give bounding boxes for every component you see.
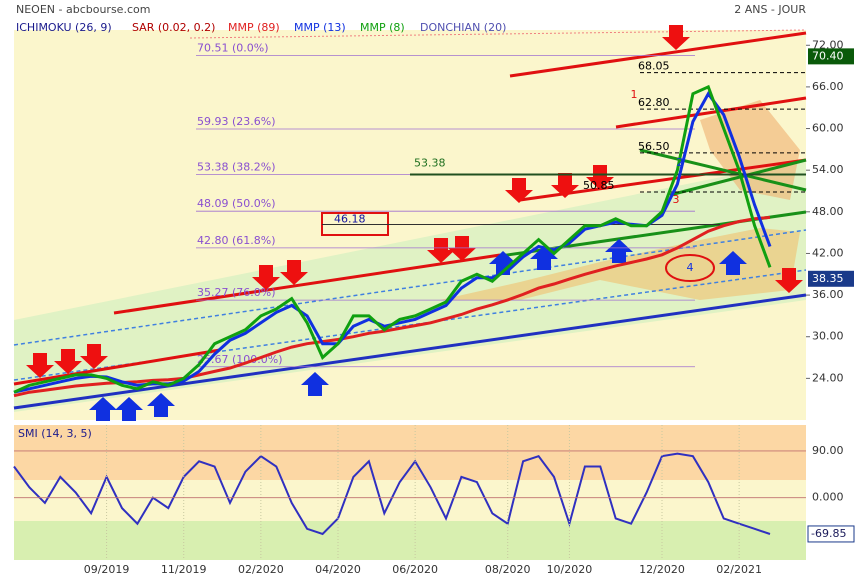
legend-entry: ICHIMOKU (26, 9)	[16, 21, 112, 34]
annotation: 4	[687, 261, 694, 274]
y-tick-label: 66.00	[812, 80, 844, 93]
fib-label: 42.80 (61.8%)	[197, 234, 276, 247]
y-tick-label: 54.00	[812, 163, 844, 176]
trend-line	[113, 253, 501, 315]
y-tick-label: 90.00	[812, 444, 844, 457]
trend-line	[13, 348, 221, 386]
y-tick-label: 48.00	[812, 205, 844, 218]
y-tick-label: 24.00	[812, 371, 844, 384]
x-tick-label: 04/2020	[315, 563, 361, 576]
trend-line	[189, 29, 807, 39]
x-tick-label: 02/2020	[238, 563, 284, 576]
annotation: 1	[631, 88, 638, 101]
annotation: 3	[673, 193, 680, 206]
y-tick-label: 72.00	[812, 38, 844, 51]
y-tick-label: 36.00	[812, 288, 844, 301]
x-tick-label: 11/2019	[161, 563, 207, 576]
sell-arrows	[26, 25, 803, 378]
retracement-label: 56.50	[638, 140, 670, 153]
smi-oversold-zone	[14, 521, 806, 560]
retracement-label: 50.85	[583, 179, 615, 192]
smi-badge-label: -69.85	[811, 527, 846, 540]
x-tick-label: 06/2020	[392, 563, 438, 576]
x-tick-label: 10/2020	[547, 563, 593, 576]
trend-line	[639, 148, 807, 192]
legend-entry: SAR (0.02, 0.2)	[132, 21, 215, 34]
fib-label: 59.93 (23.6%)	[197, 115, 276, 128]
smi-overbought-zone	[14, 425, 806, 480]
price-badge-label: 38.35	[812, 272, 844, 285]
smi-badge	[807, 525, 855, 543]
fib-label: 48.09 (50.0%)	[197, 197, 276, 210]
annotation: 2	[677, 156, 684, 169]
legend-entry: MMP (8)	[360, 21, 405, 34]
x-tick-label: 12/2020	[639, 563, 685, 576]
price-badge-label: 70.40	[812, 49, 844, 62]
buy-arrows	[89, 239, 747, 421]
price-badge	[808, 270, 854, 287]
y-tick-label: 0.000	[812, 491, 844, 504]
highlight-circle	[665, 254, 715, 282]
price-badge	[808, 48, 854, 65]
x-tick-label: 09/2019	[84, 563, 130, 576]
series-line	[13, 84, 772, 394]
series-line	[13, 215, 771, 398]
x-tick-label: 02/2021	[716, 563, 762, 576]
trend-line	[615, 96, 807, 129]
legend-entry: MMP (89)	[228, 21, 280, 34]
y-tick-label: 42.00	[812, 246, 844, 259]
period-label: 2 ANS - JOUR	[734, 3, 806, 16]
fib-label: 70.51 (0.0%)	[197, 42, 269, 55]
y-tick-label: 30.00	[812, 330, 844, 343]
key-level-label: 46.18	[334, 212, 366, 225]
x-tick-label: 08/2020	[485, 563, 531, 576]
chart-layer: 72.0066.0060.0054.0048.0042.0036.0030.00…	[13, 21, 855, 576]
legend-entry: MMP (13)	[294, 21, 346, 34]
retracement-label: 62.80	[638, 96, 670, 109]
fib-label: 35.27 (76.0%)	[197, 286, 276, 299]
smi-title: SMI (14, 3, 5)	[18, 427, 92, 440]
y-tick-label: 60.00	[812, 122, 844, 135]
legend-entry: DONCHIAN (20)	[420, 21, 506, 34]
trend-line	[13, 293, 807, 410]
key-level-label: 53.38	[414, 156, 446, 169]
retracement-label: 68.05	[638, 60, 670, 73]
trend-line	[669, 158, 807, 197]
fib-label: 53.38 (38.2%)	[197, 160, 276, 173]
page-title: NEOEN - abcbourse.com	[16, 3, 150, 16]
trend-line	[509, 31, 807, 78]
